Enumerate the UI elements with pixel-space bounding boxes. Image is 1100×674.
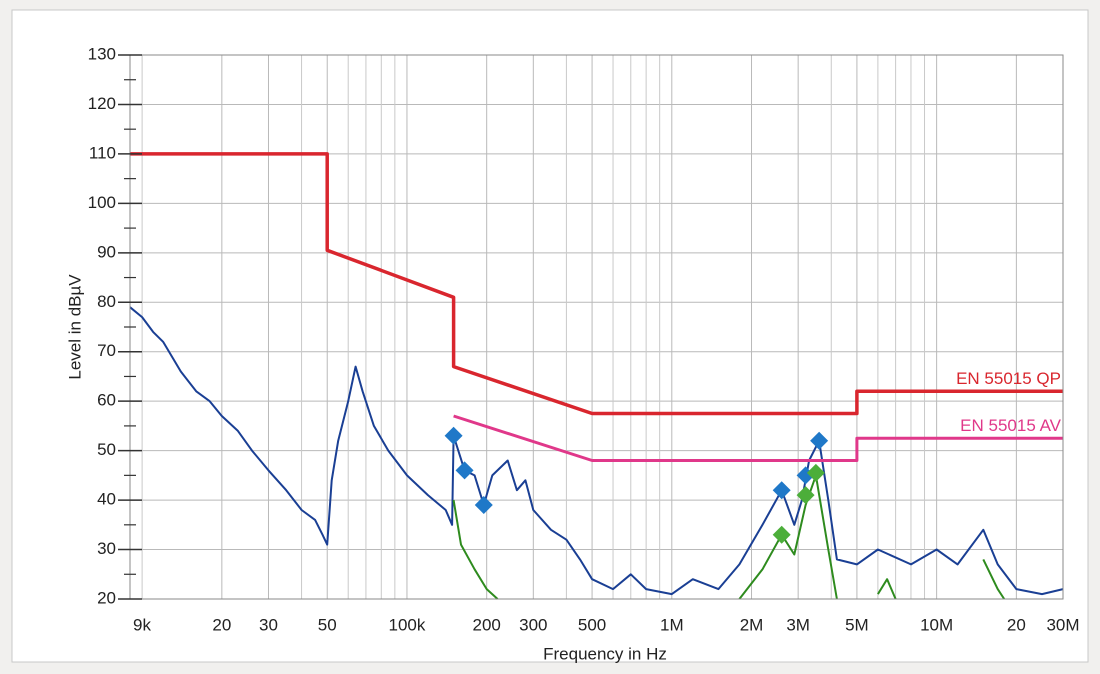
x-tick-label: 30M: [1046, 615, 1079, 634]
x-tick-label: 500: [578, 615, 606, 634]
y-tick-label: 30: [97, 539, 116, 558]
x-tick-label: 50: [318, 615, 337, 634]
y-tick-label: 40: [97, 490, 116, 509]
x-tick-label: 30: [259, 615, 278, 634]
x-tick-label: 9k: [133, 615, 151, 634]
series-label: EN 55015 QP: [956, 369, 1061, 388]
x-tick-label: 100k: [389, 615, 426, 634]
y-tick-label: 70: [97, 341, 116, 360]
x-axis-title: Frequency in Hz: [543, 644, 667, 663]
y-tick-label: 130: [88, 44, 116, 63]
y-axis-title: Level in dBµV: [65, 274, 84, 380]
x-tick-label: 20: [1007, 615, 1026, 634]
x-tick-label: 300: [519, 615, 547, 634]
chart-frame: [11, 9, 1089, 663]
series-line: [452, 474, 1006, 600]
y-tick-label: 110: [89, 143, 116, 162]
x-tick-label: 3M: [786, 615, 810, 634]
y-tick-label: 50: [97, 440, 116, 459]
marker: [455, 461, 474, 480]
series-label: EN 55015 AV: [960, 416, 1061, 435]
x-tick-label: 1M: [660, 615, 684, 634]
y-tick-label: 90: [97, 242, 116, 261]
series-line: [129, 306, 1064, 596]
y-tick-label: 80: [97, 292, 116, 311]
marker: [772, 525, 791, 544]
marker: [474, 496, 493, 515]
x-tick-label: 5M: [845, 615, 869, 634]
series-line: [130, 152, 1063, 416]
y-tick-label: 60: [97, 391, 116, 410]
y-tick-label: 100: [88, 193, 116, 212]
x-tick-label: 10M: [920, 615, 953, 634]
marker: [444, 426, 463, 445]
y-tick-label: 20: [97, 588, 116, 607]
x-tick-label: 200: [472, 615, 500, 634]
plot: [129, 152, 1064, 600]
marker: [810, 431, 829, 450]
x-tick-label: 2M: [740, 615, 764, 634]
marker: [772, 481, 791, 500]
y-tick-label: 120: [88, 94, 116, 113]
series-line: [453, 414, 1063, 462]
marker: [796, 486, 815, 505]
x-tick-label: 20: [212, 615, 231, 634]
marker: [806, 463, 825, 482]
